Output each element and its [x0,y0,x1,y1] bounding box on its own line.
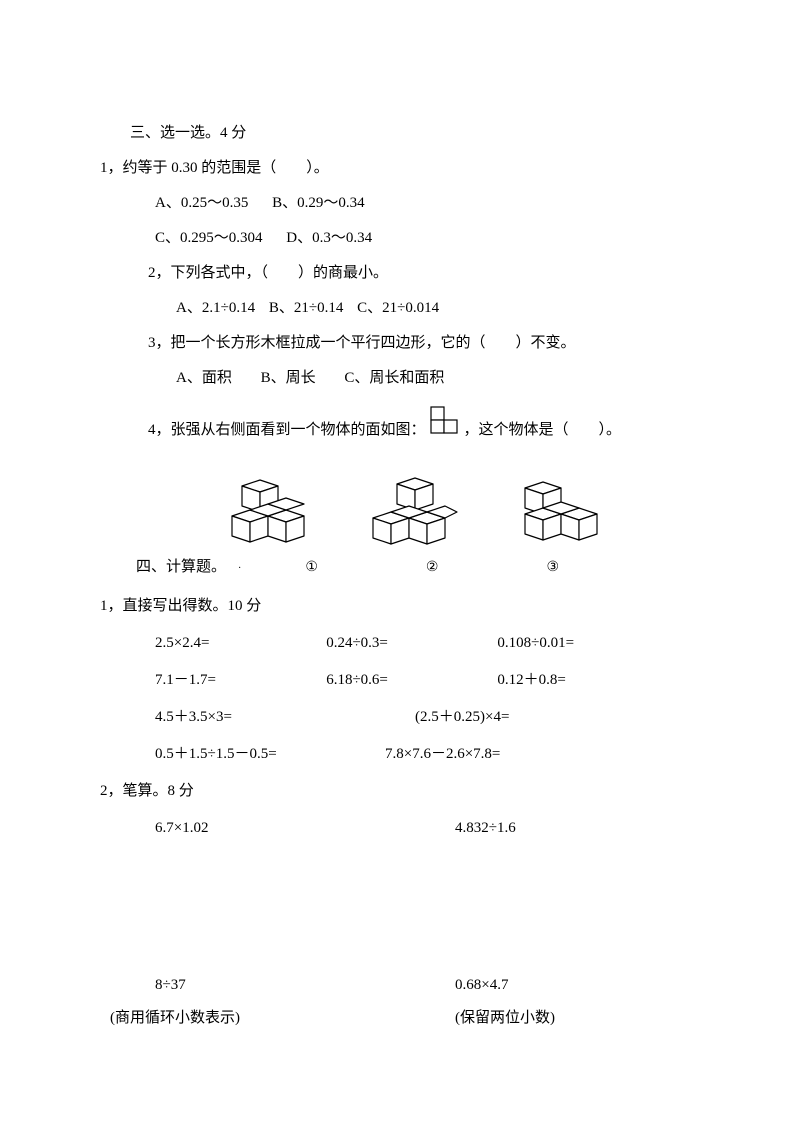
cube-label-2: ② [426,555,439,580]
q3-4-suffix: ，这个物体是（ ）。 [464,417,622,444]
calc-r3-a: 4.5＋3.5×3= [155,704,415,731]
cube-labels: ① ② ③ [305,555,559,580]
calc-r2-b: 6.18÷0.6= [326,667,497,694]
cube-option-2 [367,474,462,554]
q3-1-optD: D、0.3～0.34 [286,230,372,246]
q3-4-row: 4，张强从右侧面看到一个物体的面如图： ，这个物体是（ ）。 [148,406,693,444]
q3-1-optA: A、0.25～0.35 [155,195,248,211]
q3-1-options-ab: A、0.25～0.35 B、0.29～0.34 [155,190,693,217]
calc-row3: 4.5＋3.5×3= (2.5＋0.25)×4= [155,704,693,731]
calc-r2-a: 7.1－1.7= [155,667,326,694]
written-row2: 8÷37 0.68×4.7 [155,972,693,999]
q3-3-optB: B、周长 [261,370,316,386]
l-shape-icon [430,406,460,444]
q3-2-optA: A、2.1÷0.14 [176,300,255,316]
section4-title: 四、计算题。 [136,554,226,581]
written-r2-a: 8÷37 [155,972,455,999]
section3-title: 三、选一选。4 分 [130,120,693,147]
calc-row1: 2.5×2.4= 0.24÷0.3= 0.108÷0.01= [155,630,693,657]
q3-4-prefix: 4，张强从右侧面看到一个物体的面如图： [148,417,426,444]
cube-option-1 [222,474,312,554]
q3-3-optA: A、面积 [176,370,232,386]
q3-3-text: 3，把一个长方形木框拉成一个平行四边形，它的（ ）不变。 [148,330,693,357]
q3-1-text: 1，约等于 0.30 的范围是（ ）。 [100,155,693,182]
calc-r2-c: 0.12＋0.8= [497,667,693,694]
calc-r1-b: 0.24÷0.3= [326,630,497,657]
section4-title-row: 四、计算题。 · ① ② ③ [100,554,693,581]
q3-2-optC: C、21÷0.014 [357,300,439,316]
written-r1-a: 6.7×1.02 [155,815,455,842]
q3-2-optB: B、21÷0.14 [269,300,344,316]
written-r2-b: 0.68×4.7 [455,972,508,999]
calc-r3-b: (2.5＋0.25)×4= [415,704,509,731]
calc-r4-b: 7.8×7.6－2.6×7.8= [385,741,500,768]
cube-option-3 [517,474,612,554]
q3-1-options-cd: C、0.295～0.304 D、0.3～0.34 [155,225,693,252]
cube-options-row [140,474,693,554]
written-note1: (商用循环小数表示) [110,1005,455,1032]
written-notes: (商用循环小数表示) (保留两位小数) [100,1005,693,1032]
q3-3-optC: C、周长和面积 [344,370,444,386]
calc-r4-a: 0.5＋1.5÷1.5－0.5= [155,741,385,768]
q3-2-options: A、2.1÷0.14 B、21÷0.14 C、21÷0.014 [176,295,693,322]
q3-1-optB: B、0.29～0.34 [272,195,365,211]
cube-label-1: ① [305,555,318,580]
calc-row2: 7.1－1.7= 6.18÷0.6= 0.12＋0.8= [155,667,693,694]
q3-3-options: A、面积 B、周长 C、周长和面积 [176,365,693,392]
calc-r1-a: 2.5×2.4= [155,630,326,657]
calc-row4: 0.5＋1.5÷1.5－0.5= 7.8×7.6－2.6×7.8= [155,741,693,768]
q3-1-optC: C、0.295～0.304 [155,230,263,246]
calc-q2-title: 2，笔算。8 分 [100,778,693,805]
written-r1-b: 4.832÷1.6 [455,815,516,842]
q3-2-text: 2，下列各式中，（ ）的商最小。 [148,260,693,287]
written-row1: 6.7×1.02 4.832÷1.6 [155,815,693,842]
calc-r1-c: 0.108÷0.01= [497,630,693,657]
calc-q1-title: 1，直接写出得数。10 分 [100,593,693,620]
cube-label-3: ③ [546,555,559,580]
written-note2: (保留两位小数) [455,1005,555,1032]
